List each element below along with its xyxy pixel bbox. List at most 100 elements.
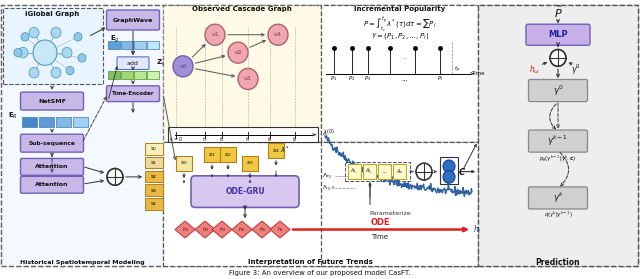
Text: s₄: s₄	[151, 201, 157, 206]
Bar	[145, 198, 163, 210]
Text: add: add	[127, 61, 139, 66]
Text: $\mathbf{E}_g$: $\mathbf{E}_g$	[110, 33, 120, 45]
Text: Parameterize: Parameterize	[369, 211, 411, 216]
FancyBboxPatch shape	[529, 187, 588, 209]
Bar	[147, 71, 159, 79]
Text: $P_1$: $P_1$	[330, 74, 338, 83]
Text: $\mathbf{E}_R$: $\mathbf{E}_R$	[8, 111, 18, 121]
Bar	[348, 164, 361, 179]
Bar	[121, 71, 133, 79]
Text: $s_2$: $s_2$	[224, 151, 232, 159]
Circle shape	[550, 49, 566, 66]
Polygon shape	[195, 221, 215, 238]
Text: $\gamma^k$: $\gamma^k$	[552, 191, 563, 205]
Text: $s_3$: $s_3$	[246, 159, 254, 167]
FancyBboxPatch shape	[20, 92, 83, 110]
Bar	[242, 156, 258, 170]
Text: $t_c=0$: $t_c=0$	[168, 136, 184, 145]
Circle shape	[107, 169, 123, 185]
Bar	[147, 41, 159, 49]
FancyBboxPatch shape	[106, 86, 159, 102]
Text: $h_3$: $h_3$	[218, 225, 225, 234]
Bar	[1, 5, 163, 266]
Circle shape	[205, 24, 225, 45]
Polygon shape	[252, 221, 272, 238]
Circle shape	[268, 24, 288, 45]
Text: $h_t$: $h_t$	[474, 223, 483, 236]
Polygon shape	[175, 221, 195, 238]
Circle shape	[29, 68, 39, 78]
Bar	[108, 71, 120, 79]
Circle shape	[78, 54, 86, 62]
Text: Time: Time	[471, 71, 484, 76]
Bar	[393, 164, 406, 179]
FancyBboxPatch shape	[20, 176, 83, 193]
Bar	[220, 147, 236, 162]
Text: Time-Encoder: Time-Encoder	[112, 91, 154, 96]
Text: s₃: s₃	[151, 187, 157, 193]
Bar	[134, 71, 146, 79]
Text: $\boldsymbol{C}$: $\boldsymbol{C}$	[458, 166, 466, 177]
FancyBboxPatch shape	[20, 134, 83, 152]
Text: Attention: Attention	[35, 164, 68, 169]
Text: u2: u2	[234, 50, 242, 55]
FancyBboxPatch shape	[106, 10, 159, 30]
Text: $\mathbf{Z}_t$: $\mathbf{Z}_t$	[156, 58, 165, 68]
Polygon shape	[232, 221, 252, 238]
Text: ODE-GRU: ODE-GRU	[225, 187, 265, 196]
FancyBboxPatch shape	[117, 57, 149, 69]
FancyBboxPatch shape	[529, 130, 588, 152]
Text: $A_{t_2}$: $A_{t_2}$	[365, 167, 374, 176]
Circle shape	[66, 66, 74, 75]
Bar	[145, 157, 163, 169]
FancyBboxPatch shape	[526, 24, 590, 45]
Text: iGlobal Graph: iGlobal Graph	[25, 11, 79, 17]
Bar	[108, 41, 120, 49]
Text: u4: u4	[274, 32, 282, 37]
Circle shape	[62, 47, 72, 58]
Circle shape	[51, 68, 61, 78]
Text: $h_4$: $h_4$	[239, 225, 246, 234]
Bar	[378, 164, 391, 179]
Text: $t_4$: $t_4$	[267, 136, 273, 145]
Text: $h_5$: $h_5$	[259, 225, 266, 234]
Circle shape	[21, 33, 29, 41]
Bar	[39, 117, 54, 128]
Text: $t_3$: $t_3$	[245, 136, 251, 145]
Bar	[163, 142, 478, 266]
Bar	[268, 143, 284, 158]
Text: Observed Cascade Graph: Observed Cascade Graph	[192, 6, 292, 13]
Text: $s_4$: $s_4$	[272, 146, 280, 155]
Bar	[321, 142, 478, 266]
Text: ...: ...	[382, 169, 387, 174]
Text: u3: u3	[244, 76, 252, 81]
Text: ...: ...	[402, 76, 408, 82]
Text: s₁: s₁	[151, 160, 157, 165]
Circle shape	[51, 27, 61, 38]
Bar	[145, 170, 163, 182]
Text: $t_2$: $t_2$	[219, 136, 225, 145]
Text: $t_1$: $t_1$	[202, 136, 208, 145]
Bar	[440, 157, 458, 184]
Text: $A_{t_1}$: $A_{t_1}$	[351, 167, 358, 176]
Circle shape	[18, 47, 28, 58]
Text: $Y=(P_1,P_2,\ldots,P_l)$: $Y=(P_1,P_2,\ldots,P_l)$	[371, 31, 429, 41]
Bar	[121, 41, 133, 49]
Bar	[145, 143, 163, 155]
FancyBboxPatch shape	[20, 158, 83, 175]
Polygon shape	[212, 221, 232, 238]
Circle shape	[173, 56, 193, 77]
Text: u0: u0	[179, 64, 187, 69]
Circle shape	[74, 33, 82, 41]
Bar	[163, 5, 321, 142]
Text: $\Lambda_{t_0}$: $\Lambda_{t_0}$	[322, 171, 332, 181]
Text: $p_\theta(\gamma^{k-1}|\gamma^k,\mathbf{c})$: $p_\theta(\gamma^{k-1}|\gamma^k,\mathbf{…	[540, 154, 577, 164]
Text: $q(\gamma^k|\gamma^{k-1})$: $q(\gamma^k|\gamma^{k-1})$	[543, 210, 572, 220]
Text: Prediction: Prediction	[536, 258, 580, 267]
Text: $P_2$: $P_2$	[348, 74, 356, 83]
Text: $h_1$: $h_1$	[182, 225, 188, 234]
Text: Time: Time	[371, 234, 388, 240]
Circle shape	[228, 42, 248, 63]
Bar	[176, 156, 192, 170]
Text: $\hat{P}$: $\hat{P}$	[554, 3, 563, 20]
